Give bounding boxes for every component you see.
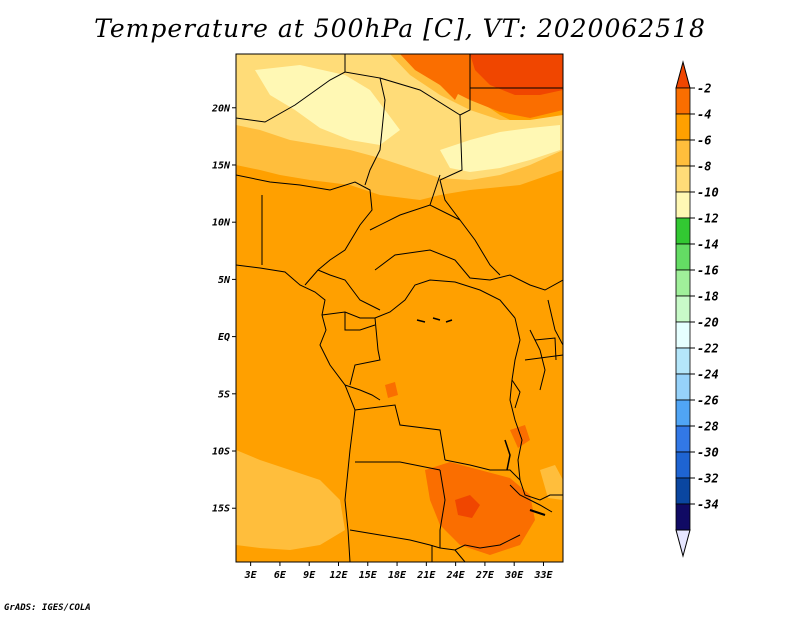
colorbar-level-label: -18: [697, 290, 719, 304]
lon-tick-label: 9E: [303, 570, 316, 581]
colorbar-level-label: -34: [697, 498, 719, 512]
colorbar-level-label: -22: [697, 342, 719, 356]
lon-tick-label: 6E: [274, 570, 287, 581]
lon-tick-label: 3E: [244, 570, 258, 581]
country-borders: [236, 54, 563, 562]
lat-tick-label: 10S: [212, 447, 230, 458]
colorbar-swatch: [675, 347, 691, 375]
colorbar-swatch: [675, 113, 691, 141]
colorbar-level-label: -32: [697, 472, 719, 486]
lat-tick-label: 5S: [218, 389, 230, 400]
colorbar-level-label: -14: [697, 238, 719, 252]
colorbar-swatch: [675, 477, 691, 505]
colorbar-level-label: -4: [697, 108, 711, 122]
map-title: Temperature at 500hPa [C], VT: 202006251…: [94, 14, 706, 43]
colorbar-swatch: [675, 451, 691, 479]
temperature-field: [236, 54, 563, 562]
colorbar-swatch: [675, 165, 691, 193]
lon-tick-label: 24E: [446, 570, 466, 581]
lat-tick-label: 15N: [212, 160, 231, 171]
colorbar-swatch: [675, 139, 691, 167]
colorbar-level-label: -12: [697, 212, 719, 226]
colorbar-level-label: -10: [697, 186, 719, 200]
colorbar-level-label: -2: [697, 82, 711, 96]
colorbar-level-label: -26: [697, 394, 719, 408]
lon-tick-label: 12E: [329, 570, 348, 581]
colorbar-level-label: -16: [697, 264, 719, 278]
lon-tick-label: 15E: [359, 570, 378, 581]
lon-tick-label: 27E: [475, 570, 495, 581]
colorbar-level-label: -20: [697, 316, 719, 330]
colorbar-swatch: [675, 87, 691, 115]
colorbar-legend: -2 -4 -6 -8 -10 -12 -14 -16 -18 -20 -22 -24 -26 -28 -3…: [675, 60, 719, 558]
lat-tick-label: EQ: [218, 332, 230, 343]
colorbar-swatch: [675, 373, 691, 401]
colorbar-top-arrow: [675, 60, 691, 89]
colorbar-swatch: [675, 269, 691, 297]
colorbar-bottom-arrow: [675, 529, 691, 558]
colorbar-level-label: -28: [697, 420, 719, 434]
lon-tick-label: 18E: [388, 570, 407, 581]
colorbar-swatch: [675, 503, 691, 531]
colorbar-level-label: -6: [697, 134, 711, 148]
lat-tick-label: 10N: [212, 218, 231, 229]
plot-frame: [235, 53, 564, 563]
colorbar-level-label: -30: [697, 446, 719, 460]
colorbar-swatch: [675, 321, 691, 349]
colorbar-swatch: [675, 425, 691, 453]
lat-tick-label: 5N: [218, 275, 231, 286]
colorbar-swatch: [675, 243, 691, 271]
colorbar-level-label: -8: [697, 160, 711, 174]
colorbar-swatch: [675, 191, 691, 219]
colorbar-swatch: [675, 217, 691, 245]
latitude-axis: 20N 15N 10N 5N EQ 5S 10S 15S: [211, 103, 236, 515]
longitude-axis: 3E 6E 9E 12E 15E 18E 21E 24E 27E 30E 33E: [244, 562, 553, 581]
lat-tick-label: 20N: [211, 103, 231, 114]
colorbar-swatch: [675, 295, 691, 323]
lon-tick-label: 21E: [416, 570, 436, 581]
lon-tick-label: 33E: [533, 570, 553, 581]
credit-label: GrADS: IGES/COLA: [4, 603, 91, 613]
colorbar-level-label: -24: [697, 368, 719, 382]
lat-tick-label: 15S: [212, 504, 230, 515]
colorbar-swatch: [675, 399, 691, 427]
lon-tick-label: 30E: [504, 570, 524, 581]
